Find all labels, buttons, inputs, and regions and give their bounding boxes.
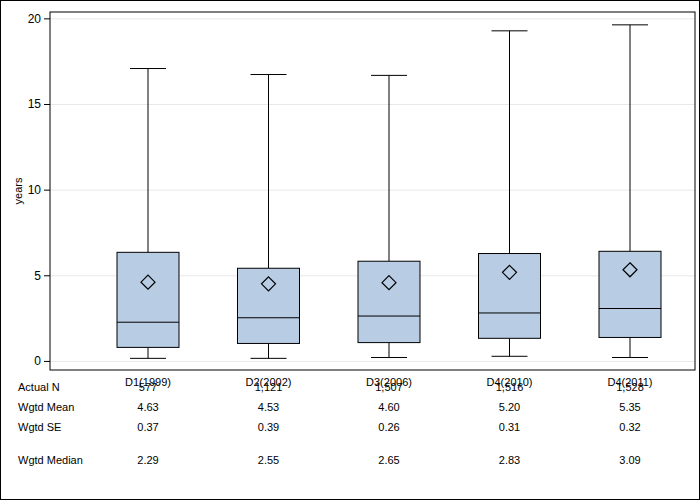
whisker-cap-low: [612, 357, 648, 358]
table-cell: 5.35: [619, 401, 640, 413]
table-cell: 4.63: [137, 401, 158, 413]
table-cell: 5.20: [499, 401, 520, 413]
box: [358, 261, 420, 342]
median-line: [479, 312, 541, 313]
y-tick: [44, 361, 50, 362]
whisker-cap-low: [492, 356, 528, 357]
grid-line: [50, 18, 695, 19]
whisker-low: [268, 343, 269, 358]
box: [117, 252, 179, 347]
whisker-low: [389, 343, 390, 358]
y-axis-label: years: [12, 177, 24, 204]
grid-line: [50, 104, 695, 105]
table-cell: 2.83: [499, 454, 520, 466]
y-tick-label: 10: [28, 183, 42, 197]
y-tick-label: 15: [28, 97, 42, 111]
whisker-cap-high: [492, 30, 528, 31]
chart: 05101520yearsD1(1999)D2(2002)D3(2006)D4(…: [0, 0, 700, 500]
mean-marker: [141, 275, 155, 289]
table-row-label: Wgtd Median: [18, 454, 83, 466]
y-tick: [44, 190, 50, 191]
table-cell: 3.09: [619, 454, 640, 466]
grid-line: [50, 361, 695, 362]
grid-line: [50, 190, 695, 191]
median-line: [599, 308, 661, 309]
outer-border: [1, 1, 700, 500]
median-line: [358, 316, 420, 317]
table-cell: 1,528: [616, 381, 644, 393]
table-cell: 0.39: [258, 421, 279, 433]
table-cell: 0.31: [499, 421, 520, 433]
box: [479, 254, 541, 339]
table-cell: 1,121: [255, 381, 283, 393]
y-tick: [44, 18, 50, 19]
whisker-cap-high: [371, 75, 407, 76]
whisker-cap-low: [251, 358, 287, 359]
whisker-low: [148, 347, 149, 358]
mean-marker: [382, 276, 396, 290]
table-cell: 577: [139, 381, 157, 393]
table-cell: 2.65: [378, 454, 399, 466]
whisker-high: [389, 75, 390, 261]
table-row-label: Actual N: [18, 381, 60, 393]
mean-marker: [262, 277, 276, 291]
box: [599, 251, 661, 337]
table-row-label: Wgtd Mean: [18, 401, 74, 413]
table-cell: 0.37: [137, 421, 158, 433]
table-cell: 0.26: [378, 421, 399, 433]
whisker-high: [630, 25, 631, 251]
plot-frame: [50, 12, 695, 370]
whisker-low: [630, 337, 631, 357]
y-tick: [44, 275, 50, 276]
boxes: [117, 25, 661, 359]
y-tick-label: 20: [28, 12, 42, 26]
y-tick-label: 5: [34, 269, 41, 283]
whisker-cap-low: [371, 357, 407, 358]
table-row-label: Wgtd SE: [18, 421, 61, 433]
whisker-cap-high: [612, 24, 648, 25]
whisker-high: [509, 31, 510, 254]
median-line: [117, 322, 179, 323]
whisker-cap-high: [130, 68, 166, 69]
table-cell: 1,507: [375, 381, 403, 393]
mean-marker: [623, 263, 637, 277]
table-cell: 2.55: [258, 454, 279, 466]
table-cell: 4.60: [378, 401, 399, 413]
table-cell: 0.32: [619, 421, 640, 433]
whisker-cap-low: [130, 358, 166, 359]
table-cell: 4.53: [258, 401, 279, 413]
table-cell: 1,516: [496, 381, 524, 393]
table-cell: 2.29: [137, 454, 158, 466]
y-tick-label: 0: [34, 354, 41, 368]
mean-marker: [503, 265, 517, 279]
whisker-high: [268, 75, 269, 269]
whisker-low: [509, 338, 510, 356]
y-tick: [44, 104, 50, 105]
whisker-high: [148, 69, 149, 253]
box: [238, 268, 300, 343]
whisker-cap-high: [251, 74, 287, 75]
median-line: [238, 317, 300, 318]
